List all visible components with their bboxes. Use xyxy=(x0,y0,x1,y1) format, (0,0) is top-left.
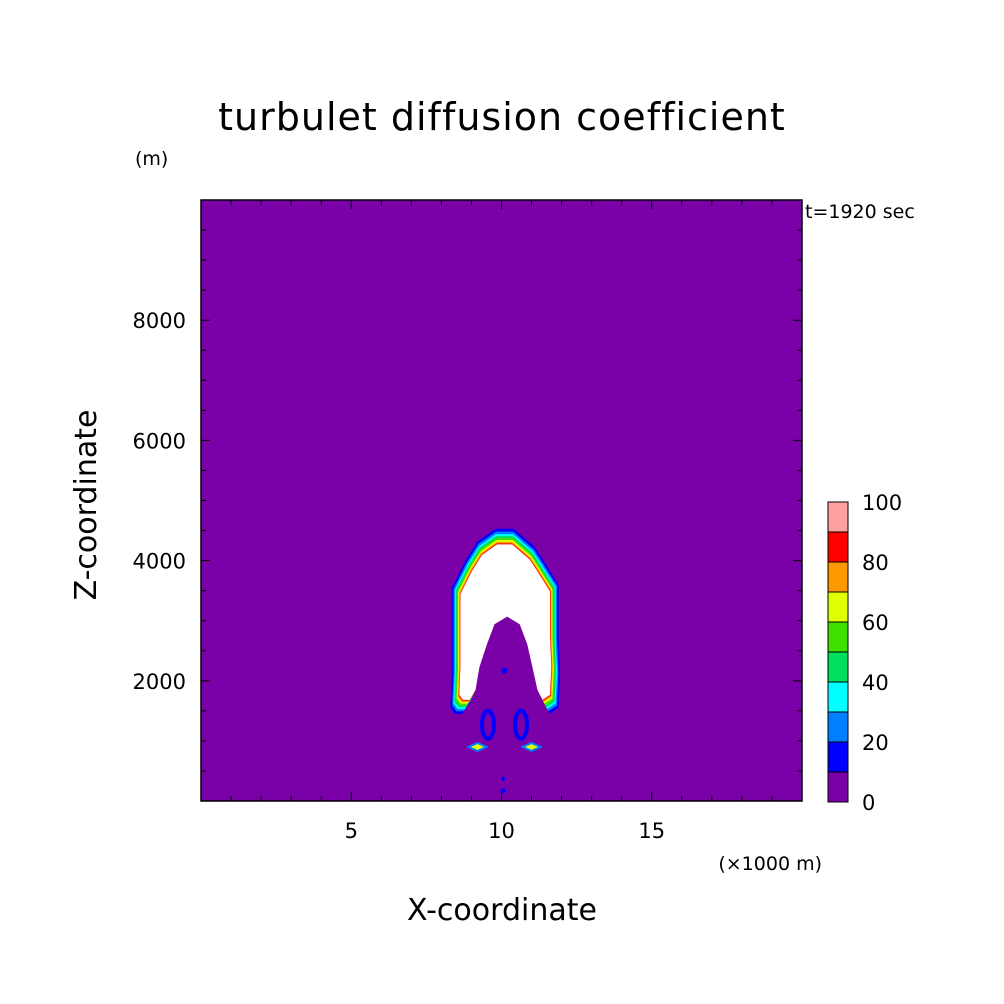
y-tick-label: 6000 xyxy=(133,429,186,453)
plume-contours xyxy=(450,528,561,714)
y-axis-label: Z-coordinate xyxy=(69,410,104,601)
colorbar-label: 40 xyxy=(862,671,889,695)
x-tick-label: 15 xyxy=(638,819,665,843)
x-tick-labels: 5 10 15 xyxy=(345,819,666,843)
colorbar-swatch xyxy=(827,681,849,713)
axis-ticks xyxy=(201,200,802,801)
colorbar-label: 80 xyxy=(862,551,889,575)
blue-dot xyxy=(501,667,508,674)
blue-dot xyxy=(501,776,506,781)
colorbar-label: 20 xyxy=(862,731,889,755)
vortex-left-ring xyxy=(479,708,496,741)
colorbar-swatch xyxy=(827,561,849,593)
colorbar-swatch xyxy=(827,711,849,743)
y-tick-label: 2000 xyxy=(133,670,186,694)
plot-background xyxy=(201,200,802,801)
colorbar-swatch xyxy=(827,621,849,653)
colorbar-swatch xyxy=(827,501,849,533)
vortex-right-core xyxy=(520,741,544,753)
vortex-contours xyxy=(465,667,544,794)
colorbar-swatch xyxy=(827,591,849,623)
plume-contour-band-8 xyxy=(459,544,552,700)
colorbar xyxy=(827,501,849,803)
y-tick-labels: 2000 4000 6000 8000 xyxy=(133,309,186,694)
y-unit-label: (m) xyxy=(135,148,168,170)
colorbar-swatch xyxy=(827,771,849,803)
colorbar-label: 100 xyxy=(862,491,902,515)
colorbar-label: 0 xyxy=(862,791,875,815)
colorbar-swatch xyxy=(827,741,849,773)
x-tick-label: 10 xyxy=(488,819,515,843)
y-tick-label: 4000 xyxy=(133,550,186,574)
colorbar-labels: 0 20 40 60 80 100 xyxy=(862,491,902,815)
chart-title: turbulet diffusion coefficient xyxy=(218,95,786,139)
colorbar-swatch xyxy=(827,651,849,683)
x-tick-label: 5 xyxy=(345,819,358,843)
time-label: t=1920 sec xyxy=(805,201,915,223)
vortex-left-core xyxy=(465,741,489,753)
colorbar-label: 60 xyxy=(862,611,889,635)
vortex-right-ring xyxy=(513,708,530,741)
plot-frame xyxy=(200,199,803,802)
colorbar-swatch xyxy=(827,531,849,563)
x-unit-label: (×1000 m) xyxy=(718,853,822,875)
y-tick-label: 8000 xyxy=(133,309,186,333)
x-axis-label: X-coordinate xyxy=(407,893,597,928)
